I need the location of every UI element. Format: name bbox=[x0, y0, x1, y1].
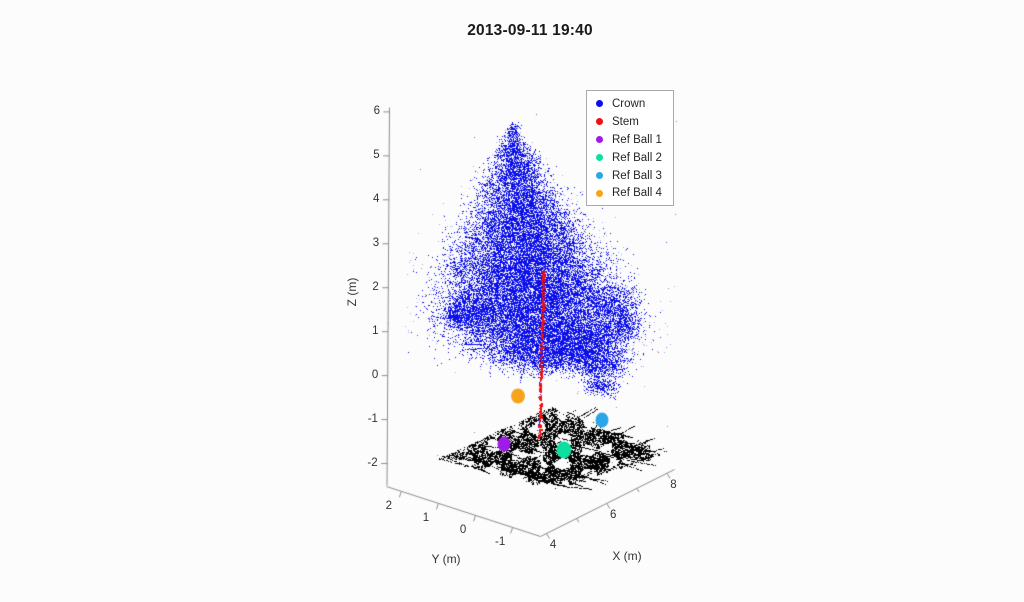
legend-item: Ref Ball 2 bbox=[587, 149, 673, 167]
x-tick-label: 6 bbox=[610, 508, 617, 521]
x-tick-label: 4 bbox=[549, 538, 557, 551]
x-tick-label: 8 bbox=[670, 478, 677, 491]
z-tick-label: 4 bbox=[372, 193, 380, 206]
y-tick-label: 0 bbox=[459, 523, 467, 536]
z-tick-label: 3 bbox=[372, 237, 380, 250]
legend-label: Ref Ball 3 bbox=[612, 169, 662, 182]
y-tick-label: -1 bbox=[495, 535, 506, 548]
legend-marker-icon bbox=[596, 189, 603, 197]
y-tick-label: 1 bbox=[422, 511, 430, 524]
z-tick-label: 6 bbox=[373, 105, 380, 118]
legend-item: Ref Ball 4 bbox=[587, 184, 673, 202]
legend-marker-icon bbox=[596, 172, 603, 179]
x-axis-label: X (m) bbox=[612, 549, 642, 563]
z-axis-label: Z (m) bbox=[345, 277, 359, 307]
legend-marker-icon bbox=[596, 100, 603, 108]
z-tick-label: -1 bbox=[367, 413, 378, 426]
legend-item: Ref Ball 3 bbox=[587, 167, 673, 185]
legend-marker-icon bbox=[596, 154, 603, 162]
chart-title: 2013-09-11 19:40 bbox=[467, 22, 593, 39]
z-tick-label: -2 bbox=[367, 457, 378, 470]
legend-item: Stem bbox=[587, 113, 673, 131]
z-tick-label: 2 bbox=[372, 281, 379, 294]
legend-label: Ref Ball 2 bbox=[612, 151, 662, 164]
legend-item: Ref Ball 1 bbox=[587, 131, 673, 149]
legend-label: Stem bbox=[612, 115, 639, 128]
legend-label: Crown bbox=[612, 97, 646, 110]
z-tick-label: 1 bbox=[372, 325, 379, 338]
legend-label: Ref Ball 4 bbox=[612, 187, 662, 200]
y-tick-label: 2 bbox=[385, 499, 393, 512]
y-axis-label: Y (m) bbox=[431, 552, 461, 566]
legend[interactable]: Crown Stem Ref Ball 1 Ref Ball 2 Ref Ball 3 R… bbox=[586, 90, 674, 207]
legend-label: Ref Ball 1 bbox=[612, 133, 662, 146]
z-tick-label: 5 bbox=[373, 149, 380, 162]
z-tick-label: 0 bbox=[371, 369, 379, 382]
legend-marker-icon bbox=[596, 136, 603, 144]
legend-marker-icon bbox=[596, 118, 603, 126]
legend-item: Crown bbox=[587, 95, 673, 113]
